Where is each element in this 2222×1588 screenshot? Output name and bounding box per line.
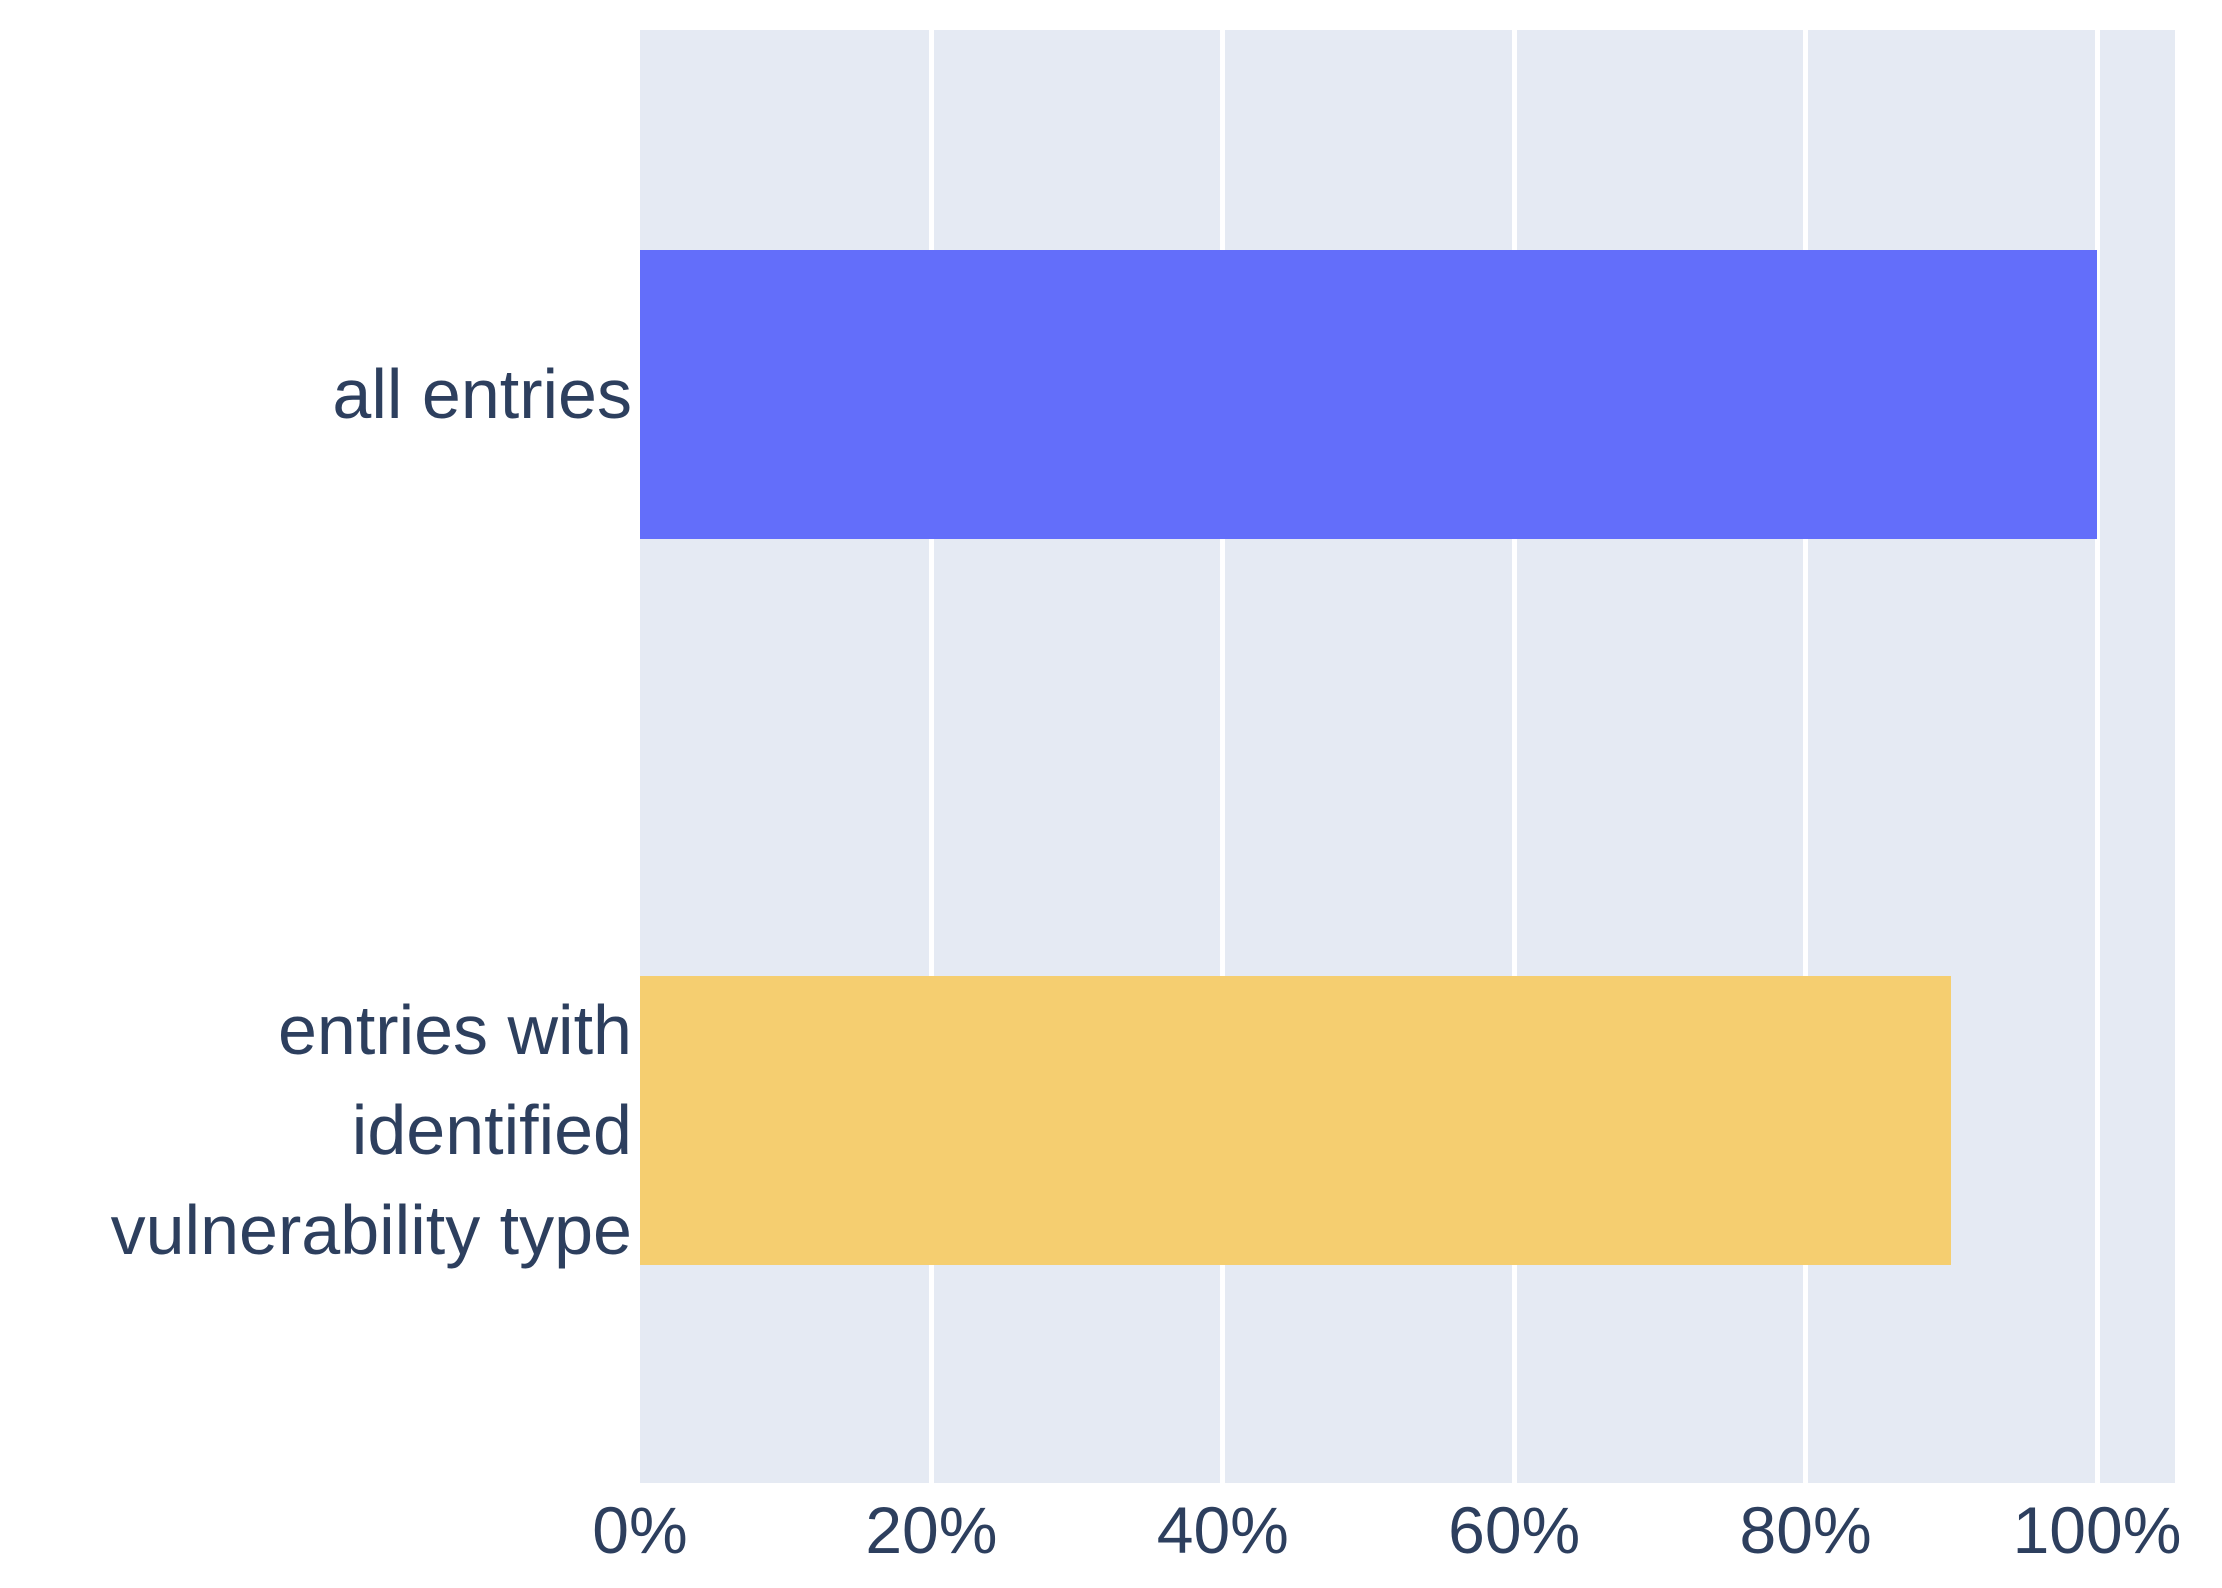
x-tick-label: 0%: [592, 1493, 688, 1567]
bar: [640, 250, 2097, 539]
plot-area: [640, 30, 2175, 1483]
gridline: [1803, 30, 1809, 1483]
y-axis-category-label: entries with identified vulnerability ty…: [110, 990, 632, 1270]
x-tick-label: 100%: [2012, 1493, 2182, 1567]
x-tick-label: 80%: [1739, 1493, 1872, 1567]
gridline: [2094, 30, 2100, 1483]
gridline: [928, 30, 934, 1483]
bar: [640, 976, 1952, 1265]
x-tick-label: 20%: [865, 1493, 998, 1567]
x-tick-label: 40%: [1156, 1493, 1289, 1567]
gridline: [1220, 30, 1226, 1483]
gridline: [1511, 30, 1517, 1483]
x-tick-label: 60%: [1448, 1493, 1581, 1567]
y-axis-category-label: all entries: [332, 354, 632, 433]
